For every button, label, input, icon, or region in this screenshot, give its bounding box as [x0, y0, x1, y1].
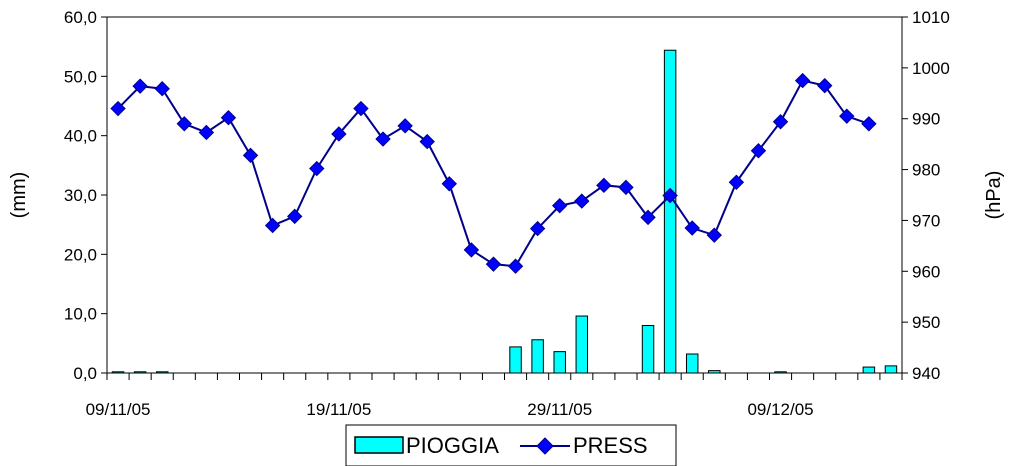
- y-left-tick-label: 10,0: [64, 305, 97, 324]
- y-right-tick-label: 990: [912, 110, 940, 129]
- y-left-tick-label: 20,0: [64, 245, 97, 264]
- point-press: [772, 114, 789, 130]
- point-press: [750, 143, 767, 159]
- point-press: [662, 187, 678, 204]
- point-press: [706, 227, 722, 243]
- line-series-press: [110, 72, 877, 274]
- y-left-tick-label: 30,0: [64, 186, 97, 205]
- legend-marker-press: [536, 437, 554, 455]
- bar-pioggia: [531, 339, 544, 374]
- y-right-tick-label: 940: [912, 364, 940, 383]
- bar-pioggia: [685, 353, 699, 374]
- point-press: [110, 100, 126, 117]
- y-right-tick-label: 1010: [912, 8, 950, 27]
- legend-swatch-pioggia: [354, 436, 404, 454]
- point-press: [463, 242, 480, 258]
- y-left-tick-label: 50,0: [64, 67, 97, 86]
- point-press: [397, 118, 413, 134]
- bar-pioggia: [553, 351, 566, 374]
- point-press: [287, 208, 303, 225]
- point-press: [419, 133, 435, 150]
- y-axis-left-title: (mm): [8, 172, 30, 219]
- point-press: [596, 177, 612, 194]
- point-press: [176, 116, 192, 132]
- y-right-tick-label: 1000: [912, 59, 950, 78]
- bar-pioggia: [641, 325, 655, 374]
- point-press: [794, 72, 811, 89]
- point-press: [220, 109, 237, 126]
- legend-label-press: PRESS: [573, 433, 648, 458]
- x-tick-label: 09/11/05: [86, 400, 151, 419]
- point-press: [552, 197, 568, 214]
- bar-pioggia: [708, 370, 721, 374]
- bar-pioggia: [133, 371, 147, 374]
- x-tick-label: 19/11/05: [306, 400, 371, 419]
- y-left-tick-label: 60,0: [64, 8, 97, 27]
- point-press: [198, 124, 215, 141]
- axes: 0,0 10,0 20,0 30,0 40,0 50,0 60,0 940 950 960 970 9…: [64, 8, 950, 419]
- y-right-tick-label: 950: [912, 313, 940, 332]
- bar-pioggia: [111, 371, 125, 374]
- point-press: [529, 220, 546, 237]
- bar-pioggia: [884, 365, 898, 374]
- y-right-tick-label: 960: [912, 262, 940, 281]
- y-left-tick-label: 0,0: [73, 364, 97, 383]
- point-press: [574, 193, 590, 209]
- point-press: [507, 258, 524, 274]
- point-press: [154, 81, 170, 97]
- point-press: [264, 217, 281, 234]
- x-tick-label: 29/11/05: [527, 400, 592, 419]
- plot-area: [106, 16, 903, 374]
- legend: PIOGGIA PRESS: [345, 424, 677, 466]
- point-press: [242, 147, 259, 164]
- bar-pioggia: [663, 49, 677, 374]
- bar-series-pioggia: [111, 49, 898, 374]
- y-axis-right-title: (hPa): [983, 171, 1005, 220]
- bar-pioggia: [155, 371, 169, 374]
- bar-pioggia: [774, 371, 787, 374]
- point-press: [728, 174, 745, 190]
- point-press: [132, 78, 148, 94]
- bar-pioggia: [575, 315, 589, 374]
- point-press: [353, 100, 369, 117]
- point-press: [441, 176, 457, 192]
- point-press: [861, 116, 877, 132]
- y-right-tick-label: 980: [912, 161, 940, 180]
- point-press: [375, 131, 391, 147]
- bar-pioggia: [509, 346, 522, 374]
- x-tick-label: 09/12/05: [747, 400, 813, 419]
- point-press: [485, 256, 502, 272]
- point-press: [839, 108, 855, 124]
- point-press: [618, 179, 634, 196]
- point-press: [331, 126, 347, 142]
- point-press: [817, 77, 833, 94]
- point-press: [309, 160, 325, 177]
- point-press: [684, 220, 700, 236]
- y-left-tick-label: 40,0: [64, 127, 97, 146]
- plot-frame: [106, 16, 903, 374]
- y-right-tick-label: 970: [912, 211, 940, 230]
- point-press: [640, 209, 656, 226]
- legend-label-pioggia: PIOGGIA: [406, 433, 499, 458]
- bar-pioggia: [862, 366, 876, 374]
